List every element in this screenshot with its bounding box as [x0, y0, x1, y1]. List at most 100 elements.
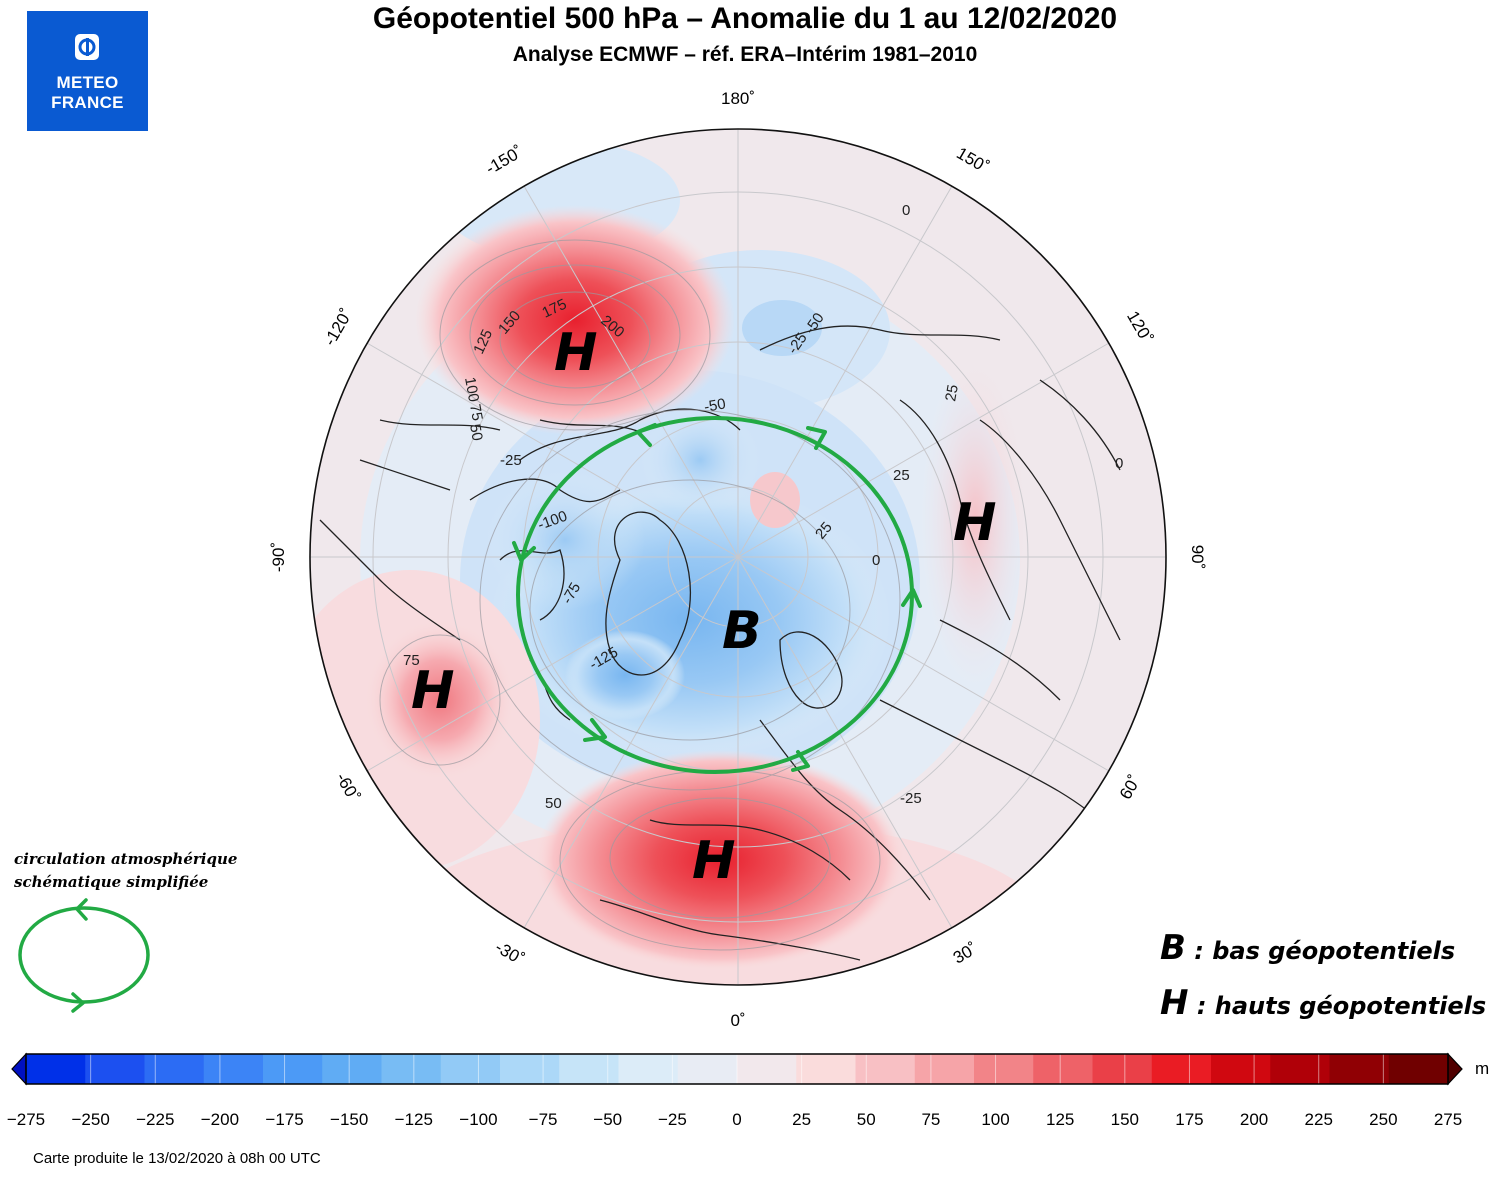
- logo-line1: METEO: [56, 73, 119, 92]
- circulation-arrow-icon: [583, 718, 607, 742]
- contour-label: 75: [466, 403, 486, 422]
- contour-label: -25: [900, 790, 922, 807]
- circulation-schematic: [512, 416, 922, 774]
- circulation-arrow-icon: [791, 750, 810, 772]
- circulation-arrow-icon: [901, 588, 922, 608]
- high-marker-atlantic: H: [692, 831, 736, 891]
- lon-180-label: 180˚: [721, 89, 755, 108]
- colorbar-tick-label: −175: [265, 1110, 303, 1129]
- high-atlantic: [535, 750, 905, 970]
- lon-m120-label: -120˚: [320, 305, 356, 349]
- lon-60-label: 60˚: [1116, 772, 1145, 803]
- colorbar-tick-label: 225: [1305, 1110, 1333, 1129]
- legend-low-text: : bas géopotentiels: [1185, 937, 1456, 965]
- contour-label: 25: [942, 383, 962, 402]
- colorbar-tick-label: 25: [792, 1110, 811, 1129]
- page-title: Géopotentiel 500 hPa – Anomalie du 1 au …: [372, 2, 1118, 35]
- legend-low-row: B : bas géopotentiels: [1160, 922, 1486, 977]
- colorbar-segment: [796, 1054, 856, 1084]
- colorbar-tick-label: 250: [1369, 1110, 1397, 1129]
- contour-label: 75: [403, 652, 420, 669]
- colorbar-segment: [559, 1054, 619, 1084]
- low-core-west: [485, 470, 645, 610]
- contour-lines: [379, 239, 901, 951]
- colorbar-unit: m: [1475, 1059, 1490, 1078]
- circulation-legend-text: circulation atmosphérique schématique si…: [14, 848, 237, 894]
- contour-label: 0: [902, 202, 910, 219]
- circulation-arrow-icon: [806, 426, 827, 450]
- colorbar-ticks: −275 −250 −225 −200 −175 −150 −125 −100 −75 −50 −2…: [7, 1110, 1462, 1129]
- colorbar-segment: [440, 1054, 501, 1084]
- lon-90-label: 90˚: [1188, 545, 1207, 570]
- colorbar-tick-label: 100: [981, 1110, 1009, 1129]
- colorbar-tick-label: −50: [593, 1110, 622, 1129]
- lon-0-label: 0˚: [730, 1011, 745, 1030]
- lon-m60-label: -60˚: [332, 769, 364, 805]
- low-marker: B: [722, 601, 762, 661]
- colorbar-tick-label: −200: [201, 1110, 239, 1129]
- colorbar-tick-label: −275: [7, 1110, 45, 1129]
- legend-high-row: H : hauts géopotentiels: [1160, 977, 1486, 1032]
- colorbar-segments: [25, 1054, 1449, 1084]
- colorbar-segment: [381, 1054, 442, 1084]
- colorbar-right-arrow-icon: [1447, 1052, 1463, 1086]
- colorbar-segment: [1270, 1054, 1330, 1084]
- lon-120-label: 120˚: [1123, 308, 1156, 347]
- lon-150-label: 150˚: [953, 144, 992, 177]
- pressure-markers: H H H H B: [411, 323, 997, 891]
- colorbar-segment: [203, 1054, 264, 1084]
- high-west: [365, 620, 515, 780]
- colorbar-tick-label: 0: [732, 1110, 741, 1129]
- page-subtitle: Analyse ECMWF – réf. ERA–Intérim 1981–20…: [512, 43, 978, 66]
- colorbar-tick-label: 200: [1240, 1110, 1268, 1129]
- colorbar-segment: [914, 1054, 975, 1084]
- colorbar-segment: [263, 1054, 323, 1084]
- logo-mark-icon: [75, 34, 99, 60]
- lon-m30-label: -30˚: [492, 937, 528, 969]
- colorbar-segment: [855, 1054, 916, 1084]
- high-marker-west-pacific: H: [554, 323, 598, 383]
- colorbar-tick-label: 150: [1111, 1110, 1139, 1129]
- high-west-pacific: [415, 205, 735, 435]
- colorbar-segment: [1033, 1054, 1093, 1084]
- circulation-legend-line1: circulation atmosphérique: [14, 850, 238, 868]
- meteo-france-logo: METEO FRANCE: [27, 11, 148, 131]
- high-marker-east: H: [953, 493, 997, 553]
- colorbar-tick-label: 50: [857, 1110, 876, 1129]
- production-note: Carte produite le 13/02/2020 à 08h 00 UT…: [33, 1150, 321, 1167]
- colorbar-tick-label: 75: [921, 1110, 940, 1129]
- colorbar-segment: [618, 1054, 679, 1084]
- colorbar-tick-label: −225: [136, 1110, 174, 1129]
- colorbar-tick-label: −125: [395, 1110, 433, 1129]
- colorbar-segment: [1329, 1054, 1390, 1084]
- colorbar-tick-label: −25: [658, 1110, 687, 1129]
- contour-label: 50: [466, 423, 486, 442]
- colorbar-segment: [144, 1054, 205, 1084]
- legend-high-text: : hauts géopotentiels: [1188, 992, 1487, 1020]
- legend-low-letter: B: [1160, 928, 1186, 968]
- contour-label: 50: [545, 795, 562, 812]
- circulation-arrow-icon: [636, 423, 657, 447]
- contour-label: 0: [1115, 455, 1123, 472]
- colorbar-segment: [677, 1054, 738, 1084]
- contour-label: -50: [703, 395, 727, 416]
- colorbar-segment: [737, 1054, 797, 1084]
- colorbar-segment: [1388, 1054, 1449, 1084]
- colorbar-segment: [1151, 1054, 1212, 1084]
- lon-m150-label: -150˚: [482, 142, 526, 178]
- legend-high-letter: H: [1160, 983, 1189, 1023]
- colorbar-tick-label: 125: [1046, 1110, 1074, 1129]
- contour-label: -25: [500, 452, 522, 469]
- map-border: [309, 128, 1167, 986]
- colorbar: −275 −250 −225 −200 −175 −150 −125 −100 −75 −50 −2…: [7, 1052, 1463, 1129]
- colorbar-segment: [1092, 1054, 1153, 1084]
- colorbar-tick-label: 175: [1175, 1110, 1203, 1129]
- coastlines: [319, 325, 1121, 961]
- low-core-sw: [565, 630, 685, 720]
- colorbar-tick-label: −100: [459, 1110, 497, 1129]
- colorbar-frame: [25, 1053, 1449, 1085]
- circulation-legend-line2: schématique simplifiée: [14, 873, 209, 891]
- colorbar-segment: [85, 1054, 145, 1084]
- colorbar-segment: [500, 1054, 560, 1084]
